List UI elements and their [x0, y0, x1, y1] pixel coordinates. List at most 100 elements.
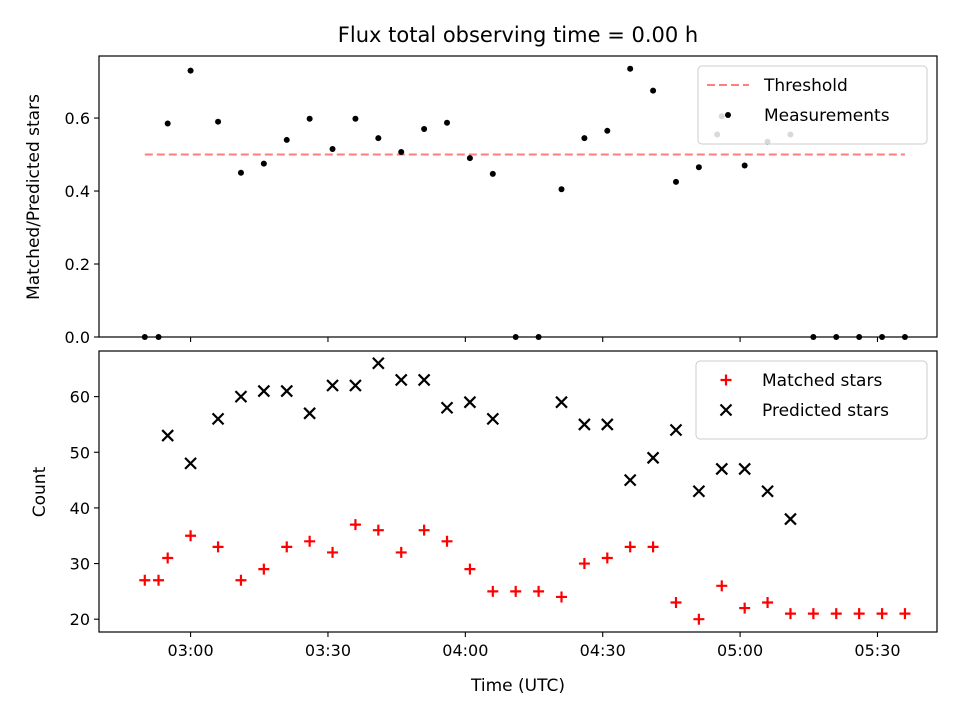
matched-stars-point	[235, 574, 247, 586]
bottom-legend: Matched stars Predicted stars	[695, 360, 928, 440]
matched-stars-point	[876, 608, 888, 620]
matched-stars-point	[853, 608, 865, 620]
predicted-stars-point	[715, 462, 729, 476]
legend-label: Threshold	[763, 76, 848, 96]
x-axis-label: Time (UTC)	[470, 676, 565, 696]
predicted-stars-point	[692, 484, 706, 498]
y-tick-label: 60	[70, 388, 90, 407]
matched-stars-point	[830, 608, 842, 620]
measurement-point	[421, 125, 428, 132]
predicted-stars-point	[486, 412, 500, 426]
matched-stars-point	[487, 585, 499, 597]
predicted-stars-point	[440, 401, 454, 415]
predicted-stars-point	[578, 418, 591, 431]
legend-box	[695, 360, 928, 440]
bottom-plot-marks	[139, 356, 911, 625]
matched-stars-point	[578, 558, 590, 570]
y-tick-label: 20	[70, 610, 90, 629]
predicted-stars-point	[394, 373, 408, 387]
matched-stars-point	[739, 602, 751, 614]
matched-stars-point	[281, 541, 293, 553]
matched-stars-point	[807, 608, 819, 620]
matched-stars-point	[624, 541, 636, 553]
x-tick-label: 05:00	[717, 641, 763, 660]
matched-stars-point	[185, 530, 197, 542]
measurement-point	[352, 115, 359, 122]
legend-marker	[719, 403, 733, 417]
y-tick-label: 0.4	[65, 182, 90, 201]
predicted-stars-point	[761, 484, 774, 498]
measurement-point	[695, 164, 702, 171]
predicted-stars-point	[417, 373, 431, 387]
matched-stars-point	[601, 552, 613, 564]
matched-stars-point	[139, 574, 151, 586]
matched-stars-point	[395, 546, 407, 558]
matched-stars-point	[693, 613, 705, 625]
measurement-point	[466, 155, 473, 162]
x-tick-label: 04:30	[580, 641, 626, 660]
predicted-stars-point	[161, 429, 174, 442]
matched-stars-point	[647, 541, 659, 553]
matched-stars-point	[533, 585, 545, 597]
predicted-stars-point	[555, 395, 568, 409]
bottom-axes-frame	[98, 350, 938, 633]
legend-label: Matched stars	[762, 371, 882, 391]
measurement-point	[187, 67, 194, 74]
top-plot-marks	[141, 65, 908, 340]
measurement-point	[627, 65, 634, 72]
matched-stars-point	[304, 535, 316, 547]
top-panel: 0.0 0.2 0.4 0.6 Matched/Predicted stars Thr…	[24, 55, 938, 347]
matched-stars-point	[556, 591, 568, 603]
predicted-stars-point	[601, 418, 614, 431]
legend-marker	[720, 374, 732, 386]
top-y-ticks: 0.0 0.2 0.4 0.6	[65, 109, 99, 347]
measurement-point	[329, 146, 336, 153]
predicted-stars-point	[257, 384, 271, 398]
matched-stars-point	[327, 546, 339, 558]
measurement-point	[283, 136, 290, 143]
predicted-stars-point	[669, 423, 683, 437]
measurement-point	[164, 120, 171, 127]
predicted-stars-point	[280, 384, 294, 398]
matched-stars-point	[418, 524, 430, 536]
matched-stars-point	[510, 585, 522, 597]
x-tick-label: 03:00	[168, 641, 214, 660]
measurement-point	[398, 148, 405, 155]
matched-stars-point	[258, 563, 270, 575]
y-tick-label: 50	[70, 443, 90, 462]
top-x-ticks	[190, 337, 879, 342]
matched-stars-point	[670, 597, 682, 609]
predicted-stars-point	[738, 462, 751, 476]
y-tick-label: 0.0	[65, 328, 90, 347]
predicted-stars-point	[463, 395, 477, 409]
matched-stars-point	[762, 597, 774, 609]
matched-stars-point	[899, 608, 911, 620]
predicted-stars-point	[372, 356, 385, 370]
measurement-point	[444, 119, 451, 126]
measurement-point	[215, 118, 222, 125]
x-tick-label: 05:30	[854, 641, 900, 660]
top-legend: Threshold Measurements	[697, 65, 928, 145]
bottom-x-ticks: 03:00 03:30 04:00 04:30 05:00 05:30	[168, 632, 901, 660]
x-tick-label: 04:00	[442, 641, 488, 660]
predicted-stars-point	[784, 512, 797, 526]
measurement-point	[650, 87, 657, 94]
measurement-point	[672, 178, 679, 185]
measurement-point	[581, 135, 588, 142]
predicted-stars-point	[349, 379, 362, 392]
predicted-stars-point	[234, 390, 248, 403]
matched-stars-point	[441, 535, 453, 547]
predicted-stars-point	[211, 412, 225, 426]
measurement-point	[237, 169, 244, 176]
y-tick-label: 30	[70, 555, 90, 574]
predicted-stars-point	[303, 407, 316, 420]
measurement-point	[741, 162, 748, 169]
legend-label: Measurements	[764, 106, 890, 126]
matched-stars-point	[212, 541, 224, 553]
measurement-point	[604, 127, 611, 134]
bottom-y-ticks: 20 30 40 50 60	[70, 388, 99, 629]
legend-label: Predicted stars	[762, 401, 889, 421]
bottom-panel: 20 30 40 50 60 03:00 03:30 04:00 04:30 05:00 05:3…	[30, 350, 938, 696]
y-tick-label: 0.6	[65, 109, 90, 128]
